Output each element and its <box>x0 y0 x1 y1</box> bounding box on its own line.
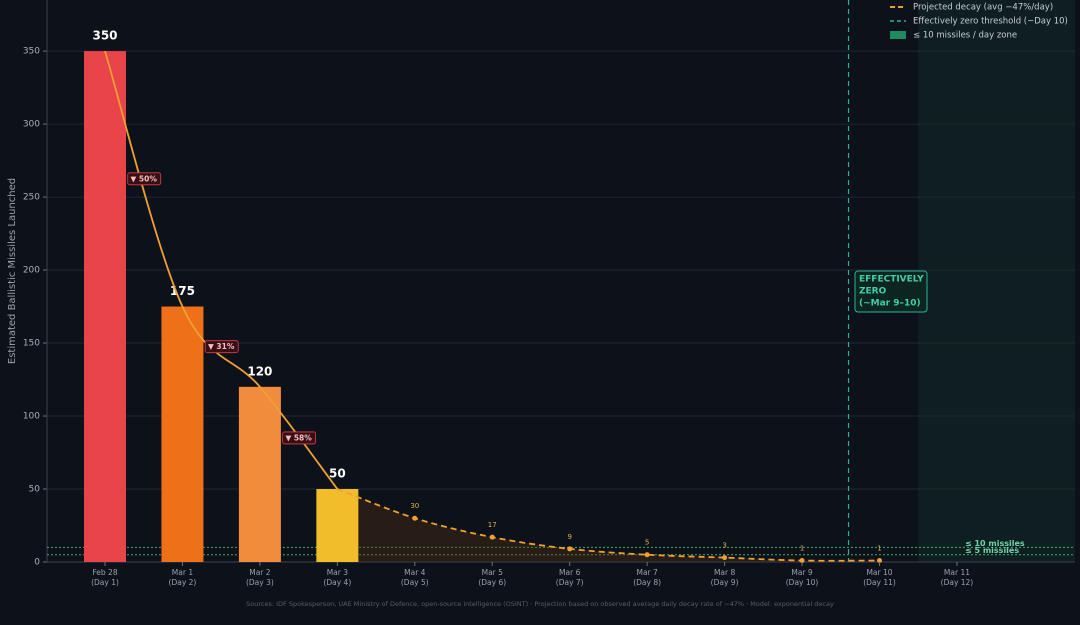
drop-label-box <box>282 431 317 445</box>
x-tick-sublabel: (Day 10) <box>786 578 819 587</box>
x-tick-sublabel: (Day 11) <box>863 578 896 587</box>
y-axis-label: Estimated Ballistic Missiles Launched <box>7 178 18 364</box>
x-tick-sublabel: (Day 4) <box>323 578 351 587</box>
zone <box>918 0 1075 562</box>
projection-point <box>799 558 805 564</box>
x-tick-label: Mar 5 <box>482 568 504 577</box>
y-tick-label: 200 <box>23 266 40 276</box>
x-tick-sublabel: (Day 5) <box>401 578 429 587</box>
y-tick-label: 0 <box>34 558 40 568</box>
projection-label: 30 <box>410 502 419 510</box>
bar <box>84 51 126 562</box>
projection-label: 9 <box>567 533 571 541</box>
bar-value-label: 350 <box>92 29 117 43</box>
bar <box>238 386 281 562</box>
legend-label: ≤ 10 missiles / day zone <box>913 31 1017 41</box>
bar <box>316 489 359 562</box>
projection-area <box>337 489 880 562</box>
bar-value-label: 50 <box>329 467 346 481</box>
drop-label-box <box>204 340 239 354</box>
projection-label: 3 <box>722 542 726 550</box>
y-tick-label: 250 <box>23 193 40 203</box>
projection-label: 1 <box>877 545 881 553</box>
x-tick-label: Mar 2 <box>249 568 271 577</box>
x-tick-sublabel: (Day 9) <box>711 578 739 587</box>
y-tick-label: 350 <box>23 47 40 57</box>
drop-label: ▼ 31% <box>208 342 235 351</box>
reference-label: ≤ 10 missiles <box>965 539 1025 548</box>
x-tick-label: Mar 11 <box>944 568 970 577</box>
y-tick-label: 300 <box>23 120 40 130</box>
projection-point <box>567 546 573 552</box>
x-tick-label: Mar 9 <box>791 568 813 577</box>
x-tick-label: Mar 6 <box>559 568 581 577</box>
x-tick-label: Mar 3 <box>327 568 349 577</box>
projection-label: 5 <box>645 539 649 547</box>
y-tick-label: 100 <box>23 412 40 422</box>
x-tick-label: Feb 28 <box>92 568 117 577</box>
x-tick-label: Mar 8 <box>714 568 736 577</box>
footer: Sources: IDF Spokesperson, UAE Ministry … <box>246 600 834 608</box>
bar-value-label: 120 <box>247 364 272 378</box>
y-tick-label: 150 <box>23 339 40 349</box>
bar <box>161 306 204 562</box>
annotation-text: EFFECTIVELY <box>859 275 924 285</box>
annotation-text: (~Mar 9–10) <box>859 299 921 309</box>
drop-label-box <box>127 172 162 186</box>
x-tick-sublabel: (Day 7) <box>556 578 584 587</box>
projection-point <box>722 555 728 561</box>
projection-point <box>644 552 650 558</box>
x-tick-sublabel: (Day 3) <box>246 578 274 587</box>
projection-point <box>489 534 495 540</box>
x-tick-label: Mar 4 <box>404 568 426 577</box>
x-tick-sublabel: (Day 6) <box>478 578 506 587</box>
drop-label: ▼ 50% <box>131 174 158 183</box>
projection-point <box>412 515 418 521</box>
projection-label: 17 <box>488 521 497 529</box>
legend-swatch <box>890 31 906 39</box>
x-tick-sublabel: (Day 12) <box>941 578 974 587</box>
annotation-text: ZERO <box>859 287 887 297</box>
legend-label: Effectively zero threshold (~Day 10) <box>913 17 1068 27</box>
x-tick-label: Mar 1 <box>172 568 194 577</box>
legend-label: Projected decay (avg −47%/day) <box>913 3 1053 13</box>
y-tick-label: 50 <box>29 485 41 495</box>
projection-point <box>877 558 882 564</box>
projection-label: 1 <box>800 545 804 553</box>
x-tick-sublabel: (Day 2) <box>169 578 197 587</box>
x-tick-sublabel: (Day 1) <box>91 578 119 587</box>
annotation-box <box>854 270 928 313</box>
reference-label: ≤ 5 missiles <box>965 546 1019 555</box>
drop-label: ▼ 58% <box>285 433 312 442</box>
x-tick-sublabel: (Day 8) <box>633 578 661 587</box>
bar-value-label: 175 <box>170 284 195 298</box>
x-tick-label: Mar 10 <box>866 568 892 577</box>
x-tick-label: Mar 7 <box>636 568 658 577</box>
